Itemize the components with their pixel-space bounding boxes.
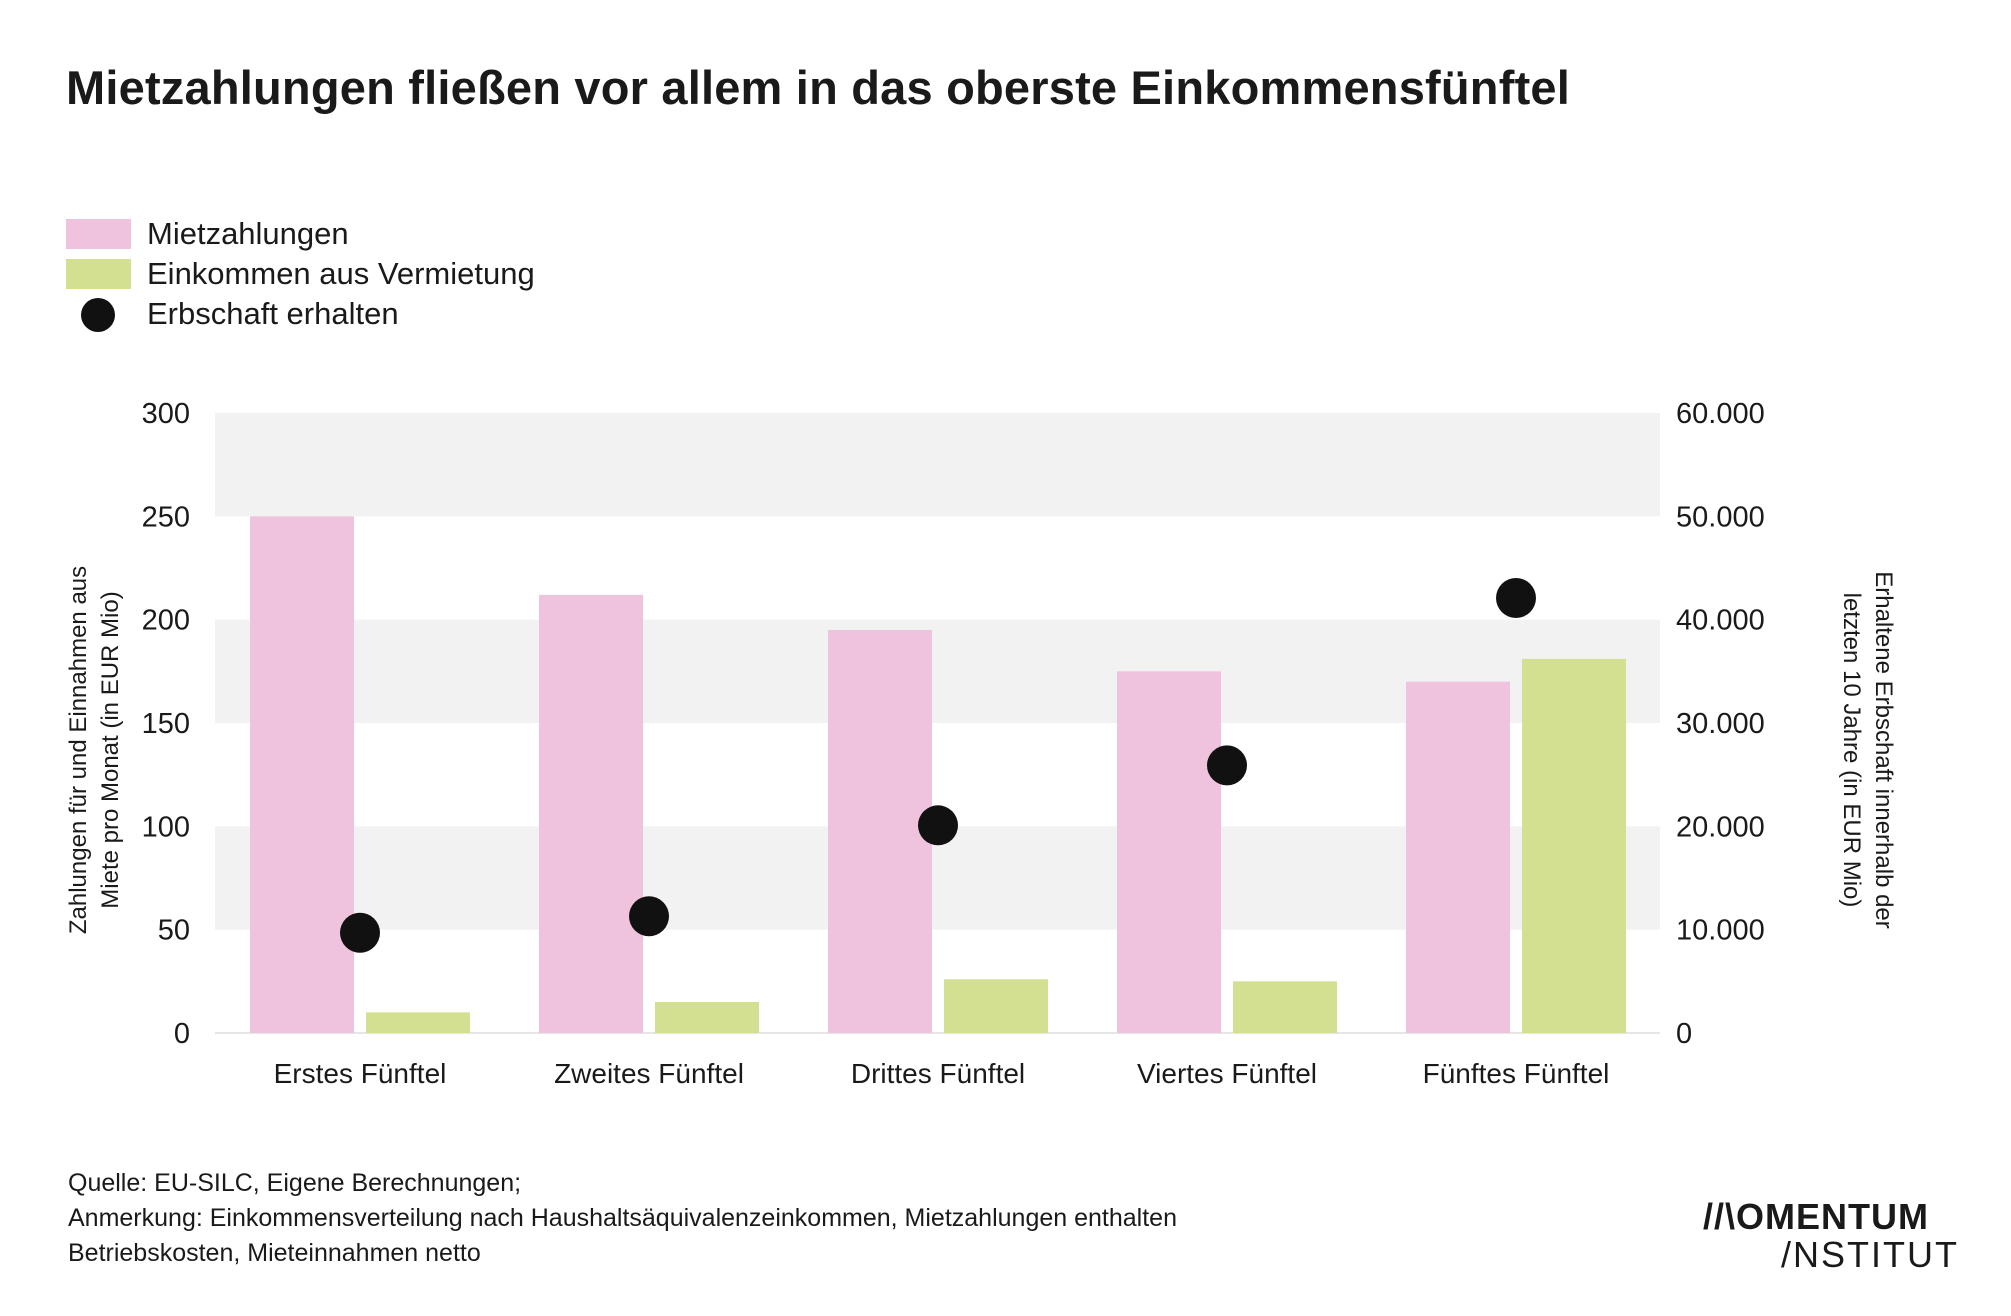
footnote-source: Quelle: EU-SILC, Eigene Berechnungen; bbox=[68, 1169, 522, 1197]
y-axis-title-right-line1: Erhaltene Erbschaft innerhalb der bbox=[1870, 571, 1897, 929]
y-tick-label-left: 0 bbox=[174, 1018, 190, 1050]
dot-erbschaft bbox=[1496, 577, 1536, 618]
dot-erbschaft bbox=[629, 896, 669, 937]
y-axis-title-right-line2: letzten 10 Jahre (in EUR Mio) bbox=[1838, 593, 1865, 908]
legend-label-erbschaft: Erbschaft erhalten bbox=[147, 296, 399, 331]
y-tick-label-left: 50 bbox=[158, 915, 190, 947]
x-tick-label: Zweites Fünftel bbox=[554, 1058, 744, 1089]
bars-group bbox=[250, 516, 1626, 1033]
y-tick-label-left: 300 bbox=[142, 398, 190, 430]
legend-swatch-einkommen bbox=[66, 259, 131, 289]
legend-marker-wrap bbox=[66, 296, 131, 332]
x-tick-label: Drittes Fünftel bbox=[851, 1058, 1025, 1089]
bar-einkommen bbox=[655, 1002, 759, 1033]
y-axis-title-left-line2: Miete pro Monat (in EUR Mio) bbox=[97, 591, 124, 908]
x-tick-label: Viertes Fünftel bbox=[1137, 1058, 1317, 1089]
legend-item-erbschaft: Erbschaft erhalten bbox=[66, 294, 535, 334]
grid-band bbox=[215, 413, 1660, 517]
y-axis-title-left-line1: Zahlungen für und Einnahmen aus bbox=[65, 566, 92, 934]
y-tick-label-left: 200 bbox=[142, 605, 190, 637]
legend-label-mietzahlungen: Mietzahlungen bbox=[147, 216, 349, 251]
footnote-note: Anmerkung: Einkommensverteilung nach Hau… bbox=[68, 1204, 1177, 1232]
bar-einkommen bbox=[944, 979, 1048, 1033]
bar-einkommen bbox=[366, 1012, 470, 1033]
y-tick-label-right: 10.000 bbox=[1676, 915, 1765, 947]
y-tick-label-right: 50.000 bbox=[1676, 501, 1765, 533]
legend-item-mietzahlungen: Mietzahlungen bbox=[66, 214, 535, 254]
bar-mietzahlungen bbox=[1117, 671, 1221, 1033]
legend-swatch-mietzahlungen bbox=[66, 219, 131, 249]
legend-label-einkommen: Einkommen aus Vermietung bbox=[147, 256, 535, 291]
logo-line1: //\OMENTUM bbox=[1703, 1196, 1929, 1237]
chart-title: Mietzahlungen fließen vor allem in das o… bbox=[66, 61, 1571, 114]
bar-einkommen bbox=[1522, 658, 1626, 1033]
dot-erbschaft bbox=[1207, 745, 1247, 786]
y-tick-label-left: 250 bbox=[142, 501, 190, 533]
y-tick-label-right: 0 bbox=[1676, 1018, 1692, 1050]
dot-erbschaft bbox=[340, 912, 380, 953]
footnote: Quelle: EU-SILC, Eigene Berechnungen; An… bbox=[68, 1166, 1177, 1271]
footnote-note-cont: Betriebskosten, Mieteinnahmen netto bbox=[68, 1239, 481, 1267]
bar-mietzahlungen bbox=[828, 630, 932, 1033]
y-axis-right-ticks: 0 10.000 20.000 30.000 40.000 50.000 60.000 bbox=[1676, 398, 1765, 1050]
y-axis-left-ticks: 0 50 100 150 200 250 300 bbox=[142, 398, 190, 1050]
legend-dot-erbschaft bbox=[81, 298, 115, 332]
legend: Mietzahlungen Einkommen aus Vermietung E… bbox=[66, 214, 535, 334]
dots-group bbox=[340, 577, 1536, 953]
bar-mietzahlungen bbox=[250, 516, 354, 1033]
logo-line2: /NSTITUT bbox=[1781, 1234, 1959, 1275]
x-axis-ticks: Erstes Fünftel Zweites Fünftel Drittes Fün… bbox=[274, 1058, 1610, 1089]
y-tick-label-left: 100 bbox=[142, 811, 190, 843]
y-tick-label-right: 30.000 bbox=[1676, 708, 1765, 740]
x-tick-label: Erstes Fünftel bbox=[274, 1058, 447, 1089]
y-tick-label-right: 60.000 bbox=[1676, 398, 1765, 430]
bar-mietzahlungen bbox=[539, 594, 643, 1033]
x-tick-label: Fünftes Fünftel bbox=[1423, 1058, 1610, 1089]
bar-einkommen bbox=[1233, 981, 1337, 1033]
momentum-logo: //\OMENTUM /NSTITUT bbox=[1703, 1198, 1959, 1274]
y-tick-label-left: 150 bbox=[142, 708, 190, 740]
dot-erbschaft bbox=[918, 805, 958, 846]
y-tick-label-right: 40.000 bbox=[1676, 605, 1765, 637]
legend-item-einkommen: Einkommen aus Vermietung bbox=[66, 254, 535, 294]
bar-mietzahlungen bbox=[1406, 681, 1510, 1033]
y-tick-label-right: 20.000 bbox=[1676, 811, 1765, 843]
